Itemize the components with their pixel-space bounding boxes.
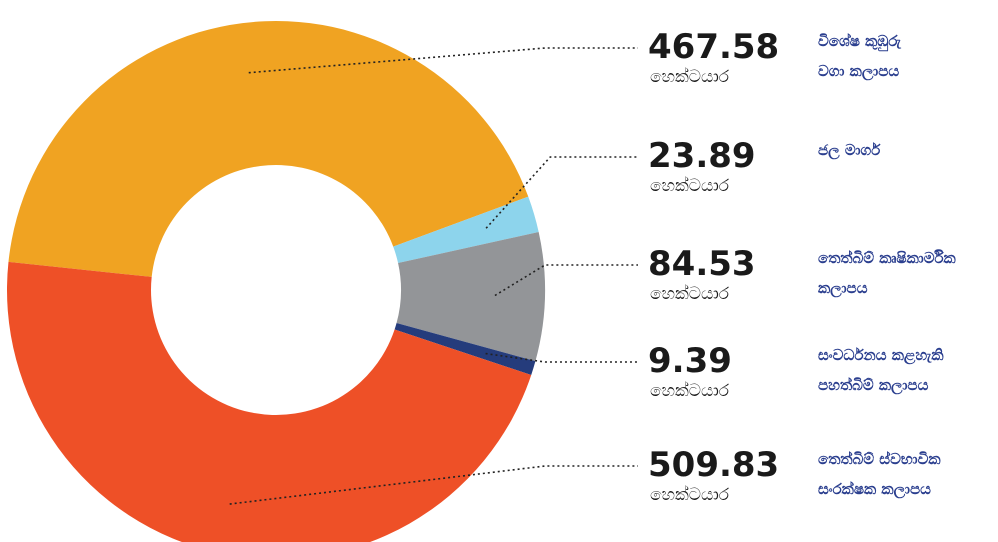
category-label: විශේෂ කුඹුරු වගා කලාපය <box>818 32 901 81</box>
category-line: වගා කලාපය <box>818 62 899 81</box>
unit-label: හෙක්ටයාර <box>650 67 730 87</box>
value-label: 23.89 <box>648 136 756 176</box>
donut-slice <box>393 196 539 264</box>
leader-line <box>229 465 638 505</box>
value-label: 84.53 <box>648 244 756 284</box>
value-label: 467.58 <box>648 27 779 67</box>
category-line: සංරක්ෂක කලාපය <box>818 480 931 499</box>
category-line: විශේෂ කුඹුරු <box>818 32 901 52</box>
value-label: 509.83 <box>648 445 779 485</box>
leader-line <box>485 156 638 229</box>
donut-slice <box>396 231 546 362</box>
category-line: සංවර්ධනය කළහැකි <box>818 346 944 365</box>
category-line: කලාපය <box>818 279 868 298</box>
category-label: ජල මාර්ග <box>818 141 881 160</box>
donut-slice <box>394 323 536 375</box>
category-line: ජල මාර්ග <box>818 141 881 160</box>
category-label: තෙත්බිම් ස්වභාවික සංරක්ෂක කලාපය <box>818 450 941 499</box>
donut-slice <box>7 261 532 542</box>
category-label: සංවර්ධනය කළහැකි පහත්බිම් කලාපය <box>818 346 944 395</box>
category-line: තෙත්බිම් ස්වභාවික <box>818 450 941 468</box>
value-label: 9.39 <box>648 341 732 381</box>
leader-line <box>485 352 638 363</box>
unit-label: හෙක්ටයාර <box>650 284 730 304</box>
unit-label: හෙක්ටයාර <box>650 381 730 401</box>
category-line: තෙත්බිම් කෘෂිකාර්මික <box>818 249 957 267</box>
unit-label: හෙක්ටයාර <box>650 176 730 196</box>
category-line: පහත්බිම් කලාපය <box>818 376 929 395</box>
category-label: තෙත්බිම් කෘෂිකාර්මික කලාපය <box>818 249 957 298</box>
unit-label: හෙක්ටයාර <box>650 485 730 505</box>
leader-line <box>494 264 638 297</box>
donut-slice <box>8 21 529 277</box>
